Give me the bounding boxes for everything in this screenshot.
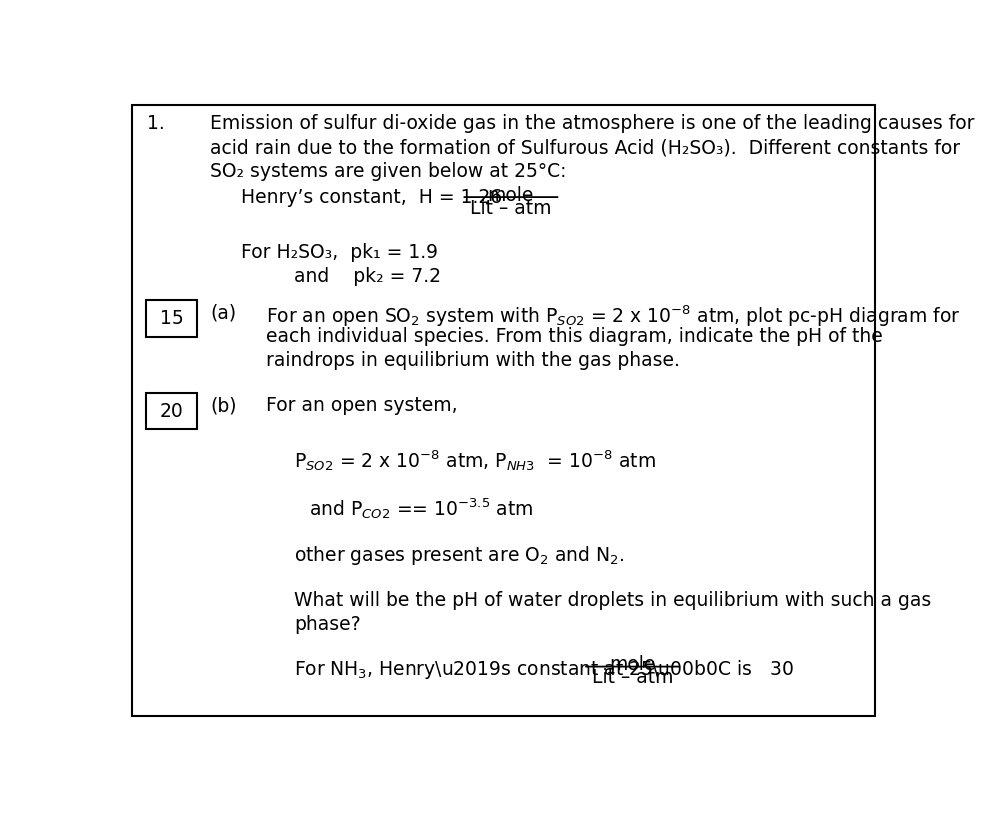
Text: 20: 20: [160, 402, 184, 420]
Text: phase?: phase?: [294, 615, 360, 634]
Text: each individual species. From this diagram, indicate the pH of the: each individual species. From this diagr…: [266, 328, 883, 346]
Text: Lit – atm: Lit – atm: [592, 668, 674, 688]
Text: Lit – atm: Lit – atm: [470, 199, 552, 218]
Text: SO₂ systems are given below at 25°C:: SO₂ systems are given below at 25°C:: [210, 162, 567, 181]
Text: mole: mole: [488, 186, 534, 205]
Text: What will be the pH of water droplets in equilibrium with such a gas: What will be the pH of water droplets in…: [294, 591, 931, 611]
Text: raindrops in equilibrium with the gas phase.: raindrops in equilibrium with the gas ph…: [266, 351, 680, 370]
Text: For H₂SO₃,  pk₁ = 1.9: For H₂SO₃, pk₁ = 1.9: [241, 243, 438, 262]
Text: acid rain due to the formation of Sulfurous Acid (H₂SO₃).  Different constants f: acid rain due to the formation of Sulfur…: [210, 138, 960, 157]
Text: For an open SO$_2$ system with P$_{SO2}$ = 2 x 10$^{-8}$ atm, plot pc-pH diagram: For an open SO$_2$ system with P$_{SO2}$…: [266, 303, 960, 329]
Text: Henry’s constant,  H = 1.26: Henry’s constant, H = 1.26: [241, 189, 502, 207]
Text: 1.: 1.: [147, 115, 165, 133]
Text: and    pk₂ = 7.2: and pk₂ = 7.2: [294, 267, 441, 285]
Text: mole: mole: [610, 655, 656, 674]
Text: (a): (a): [210, 303, 237, 323]
Text: For NH$_3$, Henry\u2019s constant at 25\u00b0C is   30: For NH$_3$, Henry\u2019s constant at 25\…: [294, 658, 793, 680]
Text: P$_{SO2}$ = 2 x 10$^{-8}$ atm, P$_{NH3}$  = 10$^{-8}$ atm: P$_{SO2}$ = 2 x 10$^{-8}$ atm, P$_{NH3}$…: [294, 449, 656, 473]
Text: 15: 15: [160, 309, 184, 328]
Text: (b): (b): [210, 396, 237, 415]
Text: For an open system,: For an open system,: [266, 396, 458, 415]
Text: Emission of sulfur di-oxide gas in the atmosphere is one of the leading causes f: Emission of sulfur di-oxide gas in the a…: [210, 115, 975, 133]
Text: and P$_{CO2}$ == 10$^{-3.5}$ atm: and P$_{CO2}$ == 10$^{-3.5}$ atm: [309, 496, 533, 521]
Text: other gases present are O$_2$ and N$_2$.: other gases present are O$_2$ and N$_2$.: [294, 544, 625, 567]
